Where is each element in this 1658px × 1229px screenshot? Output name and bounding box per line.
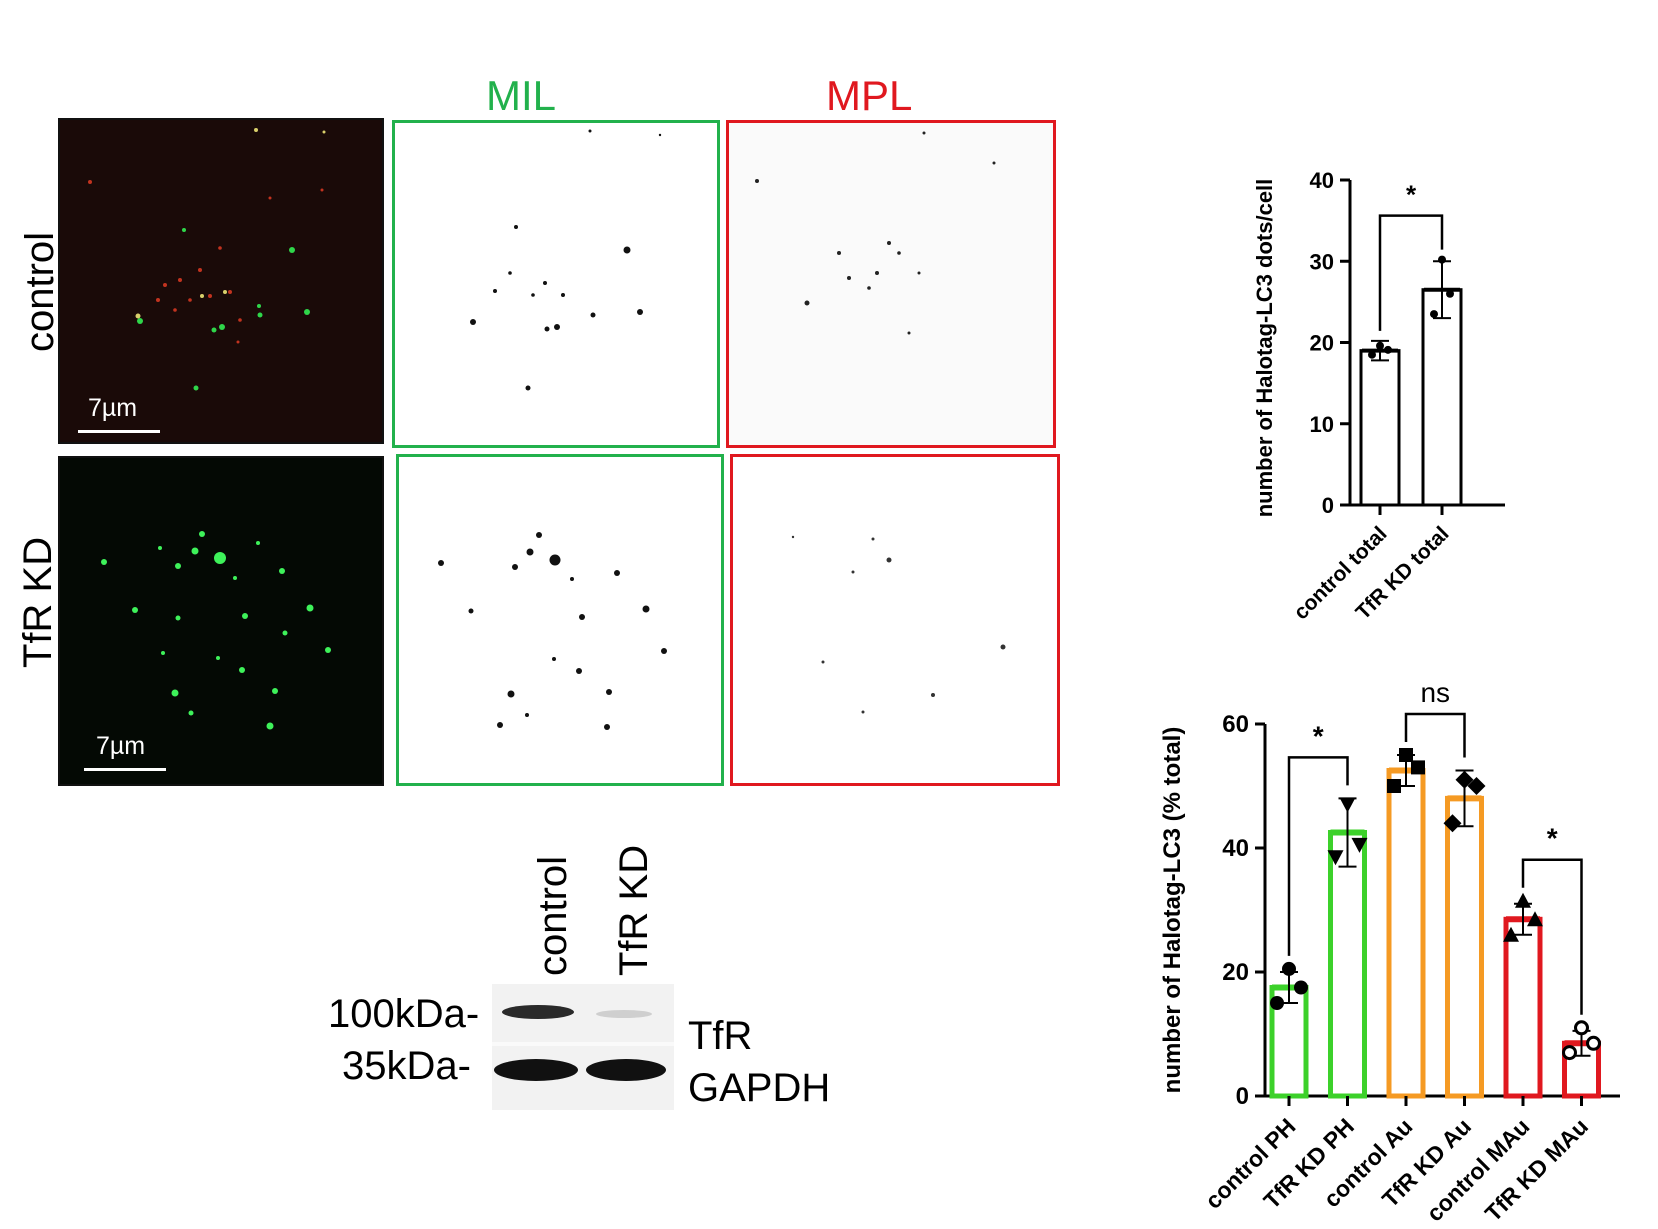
c1-y-tick-label-0: 0 xyxy=(1322,493,1334,518)
chart2-y-axis-label: number of Halotag-LC3 (% total) xyxy=(1159,727,1186,1094)
control-mpl-image xyxy=(726,120,1056,448)
c2-x-label-5: TfR KD MAu xyxy=(1480,1113,1593,1226)
western-blot-bands xyxy=(492,1005,674,1081)
blot-lane-control: control xyxy=(531,855,575,976)
c1-point-0-1 xyxy=(1384,345,1392,354)
c2-significance-label-0: * xyxy=(1313,720,1324,751)
c2-significance-label-2: * xyxy=(1547,823,1558,854)
c1-bar-1 xyxy=(1421,288,1463,507)
tfr-kd-mil-image xyxy=(396,454,724,786)
c2-y-tick-label-2: 40 xyxy=(1222,835,1249,862)
c1-bar-0 xyxy=(1359,349,1401,507)
chart-total-dots: 0 10 20 30 40 * number of Halotag-LC3 dots/c… xyxy=(1252,168,1505,624)
c1-point-1-1 xyxy=(1446,289,1454,298)
c2-bar-1 xyxy=(1328,830,1367,1099)
control-scale-bar xyxy=(78,430,160,433)
column-header-mil: MIL xyxy=(486,72,557,119)
c2-point-5-0 xyxy=(1562,1045,1577,1061)
c2-y-tick-label-1: 20 xyxy=(1222,959,1249,986)
c1-y-tick-label-1: 10 xyxy=(1310,412,1334,437)
control-mil-dots xyxy=(470,129,662,391)
c2-point-0-2 xyxy=(1282,961,1296,976)
tfr-kd-mil-dots xyxy=(438,532,667,730)
c1-y-tick-label-2: 20 xyxy=(1310,331,1334,356)
c1-point-0-2 xyxy=(1376,341,1384,350)
tfr-kd-scale-bar xyxy=(84,768,166,771)
tfr-kd-merged-image: 7µm xyxy=(58,456,384,786)
control-merged-image: 7µm xyxy=(58,118,384,444)
c2-point-0-0 xyxy=(1270,996,1284,1010)
tfr-kd-merged-dots xyxy=(101,531,331,730)
c2-point-4-2 xyxy=(1515,892,1531,908)
c2-y-tick-label-3: 60 xyxy=(1222,711,1249,738)
c1-point-1-0 xyxy=(1430,310,1438,319)
c2-point-3-1 xyxy=(1467,777,1486,795)
tfr-kd-scale-bar-label: 7µm xyxy=(96,732,146,760)
c2-point-5-1 xyxy=(1586,1035,1601,1051)
control-merged-dots xyxy=(88,128,326,391)
c2-point-3-2 xyxy=(1455,770,1474,789)
control-scale-bar-label: 7µm xyxy=(88,394,138,422)
c1-significance-bracket-0 xyxy=(1378,214,1444,331)
marker-35kda: 35kDa- xyxy=(342,1044,471,1088)
c2-point-1-2 xyxy=(1339,797,1356,813)
marker-100kda: 100kDa- xyxy=(328,992,480,1036)
chart1-y-axis-label: number of Halotag-LC3 dots/cell xyxy=(1252,179,1277,518)
protein-gapdh: GAPDH xyxy=(688,1066,831,1110)
chart2-axes xyxy=(1263,724,1620,1098)
chart-percent-total: 0 20 40 60 * ns * number of Halotag-LC3 (% to… xyxy=(1159,677,1620,1226)
c1-y-tick-label-3: 30 xyxy=(1310,249,1334,274)
c2-point-3-0 xyxy=(1443,814,1462,833)
control-mil-image xyxy=(392,120,720,448)
c2-significance-bracket-2 xyxy=(1521,858,1583,1015)
c2-significance-bracket-0 xyxy=(1287,756,1349,956)
c2-point-1-0 xyxy=(1327,850,1344,866)
c2-point-1-1 xyxy=(1351,837,1368,853)
c2-bar-3 xyxy=(1445,795,1484,1099)
c2-point-2-2 xyxy=(1399,748,1413,762)
c2-point-0-1 xyxy=(1294,980,1308,995)
tfr-kd-mpl-image xyxy=(730,454,1060,786)
c2-point-5-2 xyxy=(1574,1020,1589,1036)
c2-point-2-0 xyxy=(1387,779,1401,793)
c2-bar-2 xyxy=(1386,768,1426,1099)
blot-lane-tfr-kd: TfR KD xyxy=(612,844,656,976)
c2-significance-bracket-1 xyxy=(1404,712,1466,758)
c2-y-tick-label-0: 0 xyxy=(1236,1083,1249,1110)
tfr-kd-mpl-dots xyxy=(791,535,1006,714)
c2-point-2-1 xyxy=(1411,760,1425,775)
c1-point-1-2 xyxy=(1438,255,1446,264)
c1-point-0-0 xyxy=(1368,350,1376,359)
row-header-tfr-kd: TfR KD xyxy=(16,536,60,668)
c2-point-4-0 xyxy=(1503,926,1519,942)
row-header-control: control xyxy=(18,231,62,352)
c2-point-4-1 xyxy=(1527,911,1543,927)
c1-y-tick-label-4: 40 xyxy=(1310,168,1334,193)
western-blot-image xyxy=(492,984,674,1110)
chart1-axes xyxy=(1348,180,1505,507)
c1-significance-label-0: * xyxy=(1406,180,1417,210)
c2-significance-label-1: ns xyxy=(1420,677,1450,708)
c2-bar-4 xyxy=(1503,916,1543,1099)
control-mpl-dots xyxy=(755,131,996,335)
column-header-mpl: MPL xyxy=(826,72,913,119)
protein-tfr: TfR xyxy=(688,1014,753,1058)
